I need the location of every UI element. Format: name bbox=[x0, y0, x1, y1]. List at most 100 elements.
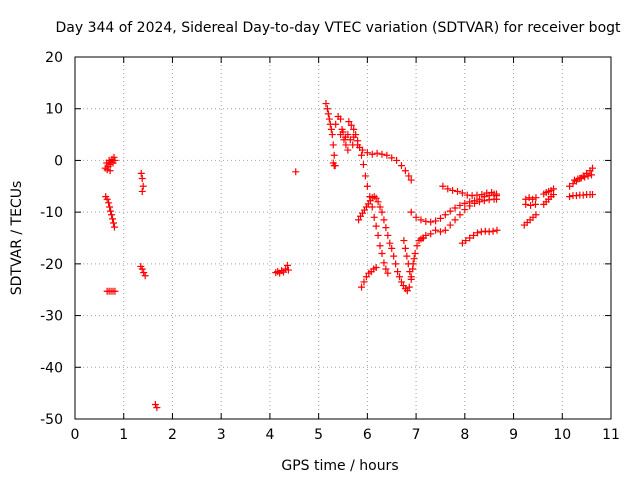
data-point bbox=[380, 216, 388, 224]
data-point bbox=[362, 273, 370, 281]
data-point bbox=[449, 186, 457, 194]
grid bbox=[75, 57, 611, 419]
series-arc-01 bbox=[101, 153, 119, 175]
data-point bbox=[139, 182, 147, 190]
data-point bbox=[345, 118, 353, 126]
data-point bbox=[330, 162, 338, 170]
data-point bbox=[588, 191, 596, 199]
data-point bbox=[140, 269, 148, 277]
data-point bbox=[383, 151, 391, 159]
data-point bbox=[330, 151, 338, 159]
data-point bbox=[390, 252, 398, 260]
data-point bbox=[532, 211, 540, 219]
axis-ticks: 0 1 2 3 4 5 6 7 8 9 10 11 20 10 0 -10 -20 -30 -40 -50 bbox=[40, 50, 620, 443]
data-point bbox=[109, 215, 117, 223]
data-point bbox=[322, 100, 330, 108]
data-point bbox=[359, 161, 367, 169]
series-arc-19 bbox=[439, 182, 500, 200]
x-tick-label: 0 bbox=[71, 427, 80, 443]
data-point bbox=[107, 207, 115, 215]
data-point bbox=[370, 213, 378, 221]
x-tick-label: 5 bbox=[314, 427, 323, 443]
data-point bbox=[111, 156, 119, 164]
data-point bbox=[413, 242, 421, 250]
data-point bbox=[441, 211, 449, 219]
y-tick-label: -10 bbox=[40, 205, 63, 221]
data-point bbox=[397, 278, 405, 286]
data-point bbox=[372, 222, 380, 230]
y-tick-label: -40 bbox=[40, 360, 63, 376]
series-arc-13 bbox=[350, 133, 415, 184]
data-point bbox=[436, 228, 444, 236]
data-point bbox=[363, 182, 371, 190]
series-arc-15 bbox=[355, 193, 427, 295]
data-point bbox=[451, 204, 459, 212]
data-point bbox=[111, 287, 119, 295]
data-point bbox=[531, 200, 539, 208]
data-point bbox=[283, 261, 291, 269]
data-point bbox=[529, 195, 537, 203]
data-point bbox=[471, 197, 479, 205]
data-point bbox=[327, 125, 335, 133]
y-tick-label: 10 bbox=[45, 102, 63, 118]
data-point bbox=[588, 164, 596, 172]
data-point bbox=[105, 199, 113, 207]
series-arc-21 bbox=[522, 194, 540, 209]
data-point bbox=[108, 211, 116, 219]
y-tick-label: -50 bbox=[40, 412, 63, 428]
data-point bbox=[137, 169, 145, 177]
data-point bbox=[412, 213, 420, 221]
series-arc-22 bbox=[520, 211, 540, 229]
data-point bbox=[456, 201, 464, 209]
x-tick-label: 3 bbox=[217, 427, 226, 443]
series-arc-05 bbox=[137, 262, 149, 280]
data-point bbox=[384, 231, 392, 239]
data-point bbox=[388, 154, 396, 162]
data-point bbox=[417, 216, 425, 224]
data-point bbox=[138, 187, 146, 195]
data-point bbox=[378, 250, 386, 258]
data-point bbox=[403, 252, 411, 260]
data-point bbox=[473, 229, 481, 237]
series-arc-02 bbox=[102, 193, 118, 231]
data-point bbox=[570, 176, 578, 184]
data-point bbox=[492, 190, 500, 198]
data-point bbox=[439, 182, 447, 190]
data-point bbox=[386, 239, 394, 247]
data-point bbox=[409, 265, 417, 273]
data-point bbox=[342, 141, 350, 149]
data-point bbox=[574, 175, 582, 183]
data-point bbox=[372, 194, 380, 202]
data-point bbox=[138, 175, 146, 183]
data-point bbox=[354, 141, 362, 149]
x-tick-label: 2 bbox=[168, 427, 177, 443]
data-point bbox=[462, 237, 470, 245]
data-point bbox=[103, 166, 111, 174]
data-points bbox=[101, 100, 596, 412]
data-point bbox=[525, 194, 533, 202]
data-point bbox=[329, 141, 337, 149]
data-point bbox=[456, 211, 464, 219]
data-point bbox=[488, 188, 496, 196]
data-point bbox=[432, 217, 440, 225]
data-point bbox=[584, 172, 592, 180]
data-point bbox=[344, 131, 352, 139]
data-point bbox=[368, 150, 376, 158]
data-point bbox=[358, 146, 366, 154]
data-point bbox=[339, 128, 347, 136]
data-point bbox=[110, 223, 118, 231]
data-point bbox=[153, 404, 161, 412]
plot-frame bbox=[74, 56, 612, 420]
data-point bbox=[378, 150, 386, 158]
data-point bbox=[444, 185, 452, 193]
data-point bbox=[566, 193, 574, 201]
data-point bbox=[393, 156, 401, 164]
data-point bbox=[380, 259, 388, 267]
data-point bbox=[378, 208, 386, 216]
data-point bbox=[323, 105, 331, 113]
series-arc-16 bbox=[400, 237, 418, 283]
data-point bbox=[382, 224, 390, 232]
data-point bbox=[106, 203, 114, 211]
data-point bbox=[110, 153, 118, 161]
